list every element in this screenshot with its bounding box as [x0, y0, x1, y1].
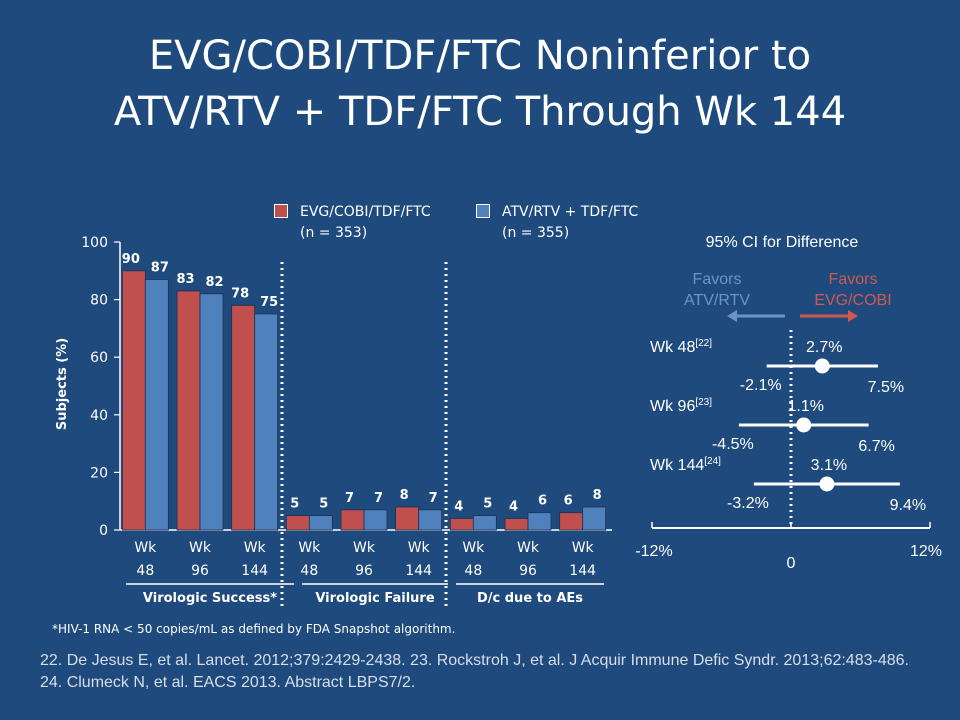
title-line-1: EVG/COBI/TDF/FTC Noninferior to: [148, 33, 812, 79]
category-wk-label: Wk: [408, 540, 431, 556]
ci-point-estimate: [814, 358, 830, 374]
ci-upper-label: 7.5%: [868, 379, 904, 396]
ci-point-label: 3.1%: [811, 457, 847, 474]
ci-row-label: Wk 48[22]: [650, 338, 712, 356]
group-label: D/c due to AEs: [477, 591, 583, 606]
bar-atv: [472, 515, 497, 531]
legend-swatch-atv: [476, 204, 490, 218]
ci-upper-label: 6.7%: [858, 438, 894, 455]
category-wk-label: Wk: [353, 540, 376, 556]
bar-categories: Wk 48 Wk 96 Wk 144 Wk 48 Wk 96 Wk 144 Wk 48 Wk 96 Wk 144 V…: [126, 540, 604, 606]
y-tick-label: 40: [90, 408, 108, 424]
bar-value-label: 4: [509, 499, 518, 514]
bar-value-label: 7: [345, 491, 354, 506]
bar-value-label: 5: [319, 497, 328, 512]
category-week-number: 96: [519, 563, 537, 579]
category-wk-label: Wk: [517, 540, 540, 556]
bar-atv: [308, 515, 333, 531]
bar-y-axis-label: Subjects (%): [55, 338, 70, 430]
y-tick-label: 0: [99, 523, 108, 539]
slide-title: EVG/COBI/TDF/FTC Noninferior to ATV/RTV …: [0, 28, 960, 140]
ci-point-label: 2.7%: [806, 339, 842, 356]
category-week-number: 144: [569, 563, 596, 579]
category-wk-label: Wk: [244, 540, 267, 556]
bar-atv: [144, 279, 169, 531]
bar-atv: [199, 293, 224, 531]
favors-atv-line1: Favors: [693, 271, 742, 288]
category-wk-label: Wk: [572, 540, 595, 556]
y-tick-label: 60: [90, 350, 108, 366]
category-week-number: 48: [464, 563, 482, 579]
ci-row-label: Wk 144[24]: [650, 456, 721, 474]
ci-upper-label: 9.4%: [890, 497, 926, 514]
footnote: *HIV-1 RNA < 50 copies/mL as defined by …: [52, 622, 456, 636]
category-week-number: 144: [405, 563, 432, 579]
bar-atv: [254, 313, 279, 531]
legend-n-atv: (n = 355): [502, 225, 570, 241]
favors-atv-arrow: [727, 310, 785, 322]
bar-value-label: 6: [564, 494, 573, 509]
bar-atv: [418, 509, 443, 531]
category-wk-label: Wk: [189, 540, 212, 556]
bar-value-label: 8: [593, 488, 602, 503]
category-week-number: 48: [136, 563, 154, 579]
bar-value-label: 75: [260, 295, 278, 310]
bar-value-label: 82: [205, 275, 223, 290]
ci-x-tick-label: 12%: [910, 543, 942, 560]
ci-lower-label: -2.1%: [740, 377, 782, 394]
bar-value-label: 7: [374, 491, 383, 506]
category-week-number: 48: [300, 563, 318, 579]
legend-swatch-evg: [274, 204, 288, 218]
category-wk-label: Wk: [134, 540, 157, 556]
bar-value-label: 4: [454, 499, 463, 514]
category-week-number: 96: [191, 563, 209, 579]
y-tick-label: 80: [90, 293, 108, 309]
group-label: Virologic Failure: [315, 591, 434, 606]
bar-value-label: 78: [231, 286, 249, 301]
ci-rows: Wk 48[22] 2.7% -2.1% 7.5% Wk 96[23] 1.1% -4.5%…: [650, 338, 926, 514]
references: 22. De Jesus E, et al. Lancet. 2012;379:…: [40, 652, 909, 691]
bar-y-ticks: 0 20 40 60 80 100: [81, 235, 120, 539]
bar-value-label: 5: [290, 497, 299, 512]
bar-value-label: 5: [483, 497, 492, 512]
ci-axis: -12% 0 12%: [635, 330, 942, 572]
group-label: Virologic Success*: [143, 591, 277, 606]
bar-atv: [582, 506, 607, 531]
ci-row-label: Wk 96[23]: [650, 397, 712, 415]
title-line-2: ATV/RTV + TDF/FTC Through Wk 144: [113, 89, 847, 135]
bar-value-label: 6: [538, 494, 547, 509]
ci-point-estimate: [819, 476, 835, 492]
favors-evg-arrow: [800, 310, 858, 322]
ci-x-tick-label: 0: [787, 555, 796, 572]
bar-value-label: 7: [429, 491, 438, 506]
y-tick-label: 20: [90, 465, 108, 481]
bar-value-label: 87: [151, 260, 169, 275]
bar-atv: [527, 512, 552, 531]
ci-lower-label: -3.2%: [727, 495, 769, 512]
favors-atv-line2: ATV/RTV: [684, 292, 750, 309]
bar-value-label: 83: [176, 272, 194, 287]
legend-label-evg: EVG/COBI/TDF/FTC: [300, 204, 431, 220]
ci-x-tick-label: -12%: [635, 543, 672, 560]
ci-point-label: 1.1%: [788, 398, 824, 415]
favors-evg-line2: EVG/COBI: [814, 292, 891, 309]
legend-n-evg: (n = 353): [300, 225, 368, 241]
category-wk-label: Wk: [298, 540, 321, 556]
bar-value-label: 90: [122, 252, 140, 267]
ci-lower-label: -4.5%: [712, 436, 754, 453]
favors-evg-line1: Favors: [829, 271, 878, 288]
ci-point-estimate: [796, 417, 812, 433]
bar-atv: [363, 509, 388, 531]
category-week-number: 96: [355, 563, 373, 579]
legend-label-atv: ATV/RTV + TDF/FTC: [502, 204, 639, 220]
category-week-number: 144: [241, 563, 268, 579]
bar-value-label: 8: [400, 488, 409, 503]
y-tick-label: 100: [81, 235, 108, 251]
category-wk-label: Wk: [462, 540, 485, 556]
ci-title: 95% CI for Difference: [706, 234, 859, 251]
